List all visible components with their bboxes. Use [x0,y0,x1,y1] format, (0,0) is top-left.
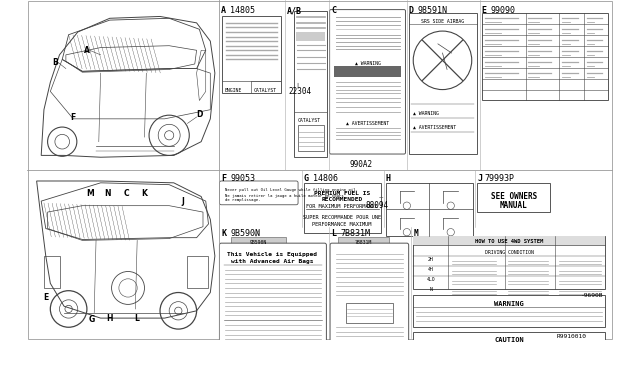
Bar [346,302,393,323]
Bar [298,125,324,151]
Bar [303,183,381,233]
Bar [477,183,550,212]
Bar [294,11,327,157]
Text: 22304: 22304 [289,87,312,96]
Bar [413,236,605,245]
Text: G: G [88,315,95,324]
Text: MANUAL: MANUAL [500,201,527,210]
Text: 14805: 14805 [230,6,255,15]
Text: CATALYST: CATALYST [297,118,320,123]
Bar [413,295,605,327]
Text: ENGINE: ENGINE [225,88,242,93]
Text: DRIVING CONDITION: DRIVING CONDITION [484,250,534,254]
Text: L: L [135,314,140,323]
Text: 4H: 4H [428,267,433,272]
Text: L: L [331,230,336,238]
Text: G: G [303,174,308,183]
Text: 7B831M: 7B831M [340,230,370,238]
Bar [413,236,605,289]
Text: N: N [105,189,111,198]
Text: HOW TO USE 4WD SYSTEM: HOW TO USE 4WD SYSTEM [475,240,543,244]
Text: This Vehicle is Equipped: This Vehicle is Equipped [227,252,317,257]
Bar [386,183,473,236]
Bar [482,13,608,100]
FancyBboxPatch shape [220,181,298,205]
Text: CATALYST: CATALYST [253,88,276,93]
Bar [222,16,281,93]
Text: E: E [482,6,487,15]
Bar [188,256,207,288]
Text: de remplissage.: de remplissage. [225,198,260,202]
Text: D: D [196,110,202,119]
Text: SEE OWNERS: SEE OWNERS [491,192,537,201]
Text: WARNING: WARNING [494,301,524,307]
Text: M: M [413,230,418,238]
Text: R9910010: R9910010 [556,334,586,339]
Bar [413,332,605,368]
Text: 14806: 14806 [313,174,338,183]
Text: 4LO: 4LO [426,277,435,282]
Text: 2H: 2H [428,257,433,262]
Text: C: C [124,189,129,198]
Text: with Advanced Air Bags: with Advanced Air Bags [231,259,314,264]
Text: A: A [221,6,227,15]
Text: 98591N: 98591N [418,6,448,15]
Text: SUPER RECOMMANDE POUR UNE: SUPER RECOMMANDE POUR UNE [303,215,381,220]
Text: N: N [429,287,432,292]
Text: E: E [43,293,49,302]
Text: F: F [70,112,76,122]
Text: 9B590N: 9B590N [250,240,268,246]
Text: K: K [221,230,227,238]
Text: ▲ WARNING: ▲ WARNING [355,61,380,66]
Text: 990A2: 990A2 [349,160,372,169]
Text: J: J [182,197,184,206]
Text: 88094: 88094 [365,201,389,210]
FancyBboxPatch shape [220,243,326,372]
Text: H: H [386,174,391,183]
Text: CAUTION: CAUTION [494,337,524,343]
FancyBboxPatch shape [330,243,409,372]
Bar [296,32,326,41]
Text: PREMIUM FUEL IS: PREMIUM FUEL IS [314,191,370,196]
Text: RECOMMENDED: RECOMMENDED [321,198,363,202]
Bar [409,13,477,154]
Text: ▲ AVERTISSEMENT: ▲ AVERTISSEMENT [413,124,456,129]
Text: D: D [409,6,413,15]
Text: H: H [106,314,113,323]
Text: 7B831M: 7B831M [355,240,372,246]
Bar [231,237,286,244]
Text: J: J [477,174,482,183]
Text: C: C [331,6,336,15]
Bar [44,256,60,288]
Text: Never pull out Oil Level Gauge while filling engine oil.: Never pull out Oil Level Gauge while fil… [225,188,358,192]
Text: 99053: 99053 [230,174,255,183]
Bar [416,346,602,351]
Text: A: A [84,46,90,55]
Text: PERFORMANCE MAXIMUM: PERFORMANCE MAXIMUM [312,222,372,227]
Text: ▲ AVERTISSEMENT: ▲ AVERTISSEMENT [346,121,389,126]
Text: ▲ WARNING: ▲ WARNING [413,110,439,116]
Text: FOR MAXIMUM PERFORMANCE: FOR MAXIMUM PERFORMANCE [306,204,378,209]
Text: -9690B: -9690B [581,292,604,298]
Text: A/B: A/B [287,6,302,15]
Text: Ne jamais retirer la jauge a huile moteur en cours: Ne jamais retirer la jauge a huile moteu… [225,194,344,198]
Text: 9B590N: 9B590N [230,230,260,238]
FancyBboxPatch shape [330,10,406,154]
Text: 79993P: 79993P [484,174,515,183]
Text: SRS SIDE AIRBAG: SRS SIDE AIRBAG [421,19,464,24]
Text: B: B [52,58,58,67]
Bar [339,237,388,244]
Text: M: M [86,189,93,198]
Text: F: F [221,174,227,183]
Text: K: K [141,189,147,198]
Bar [333,66,401,77]
Text: 99090: 99090 [491,6,516,15]
